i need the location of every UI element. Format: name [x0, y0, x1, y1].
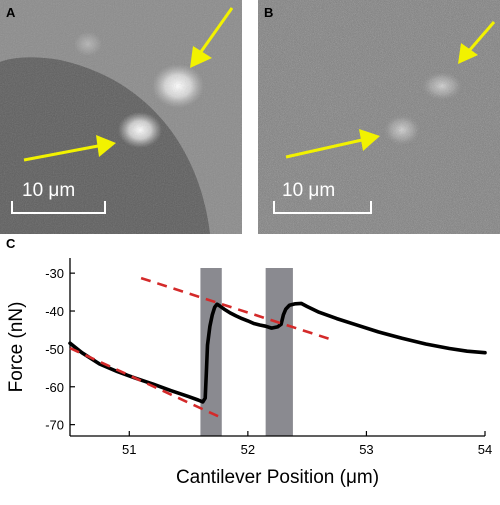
arrow-pointer-lower	[285, 129, 380, 159]
scale-bar	[273, 201, 372, 214]
micrograph-panel-b: B 10 μm	[258, 0, 500, 234]
y-tick-label: -60	[45, 380, 64, 395]
arrow-pointer-lower	[23, 135, 116, 162]
force-curve-chart: C 51 52 53 54 -30 -40 -50 -60 -70 Cantilever Posi…	[0, 236, 500, 500]
y-tick-label: -70	[45, 418, 64, 433]
x-tick-label: 54	[478, 442, 492, 457]
arrow-pointer-upper	[190, 7, 234, 68]
panel-label-a: A	[6, 5, 16, 20]
x-tick-label: 51	[122, 442, 136, 457]
y-tick-label: -30	[45, 266, 64, 281]
panel-label-b: B	[264, 5, 274, 20]
micrograph-panel-a: A 10 μm	[0, 0, 242, 234]
y-axis-label: Force (nN)	[6, 302, 27, 393]
scale-bar-label: 10 μm	[282, 180, 336, 201]
scale-bar-label: 10 μm	[22, 180, 76, 201]
shaded-region-2	[265, 268, 293, 436]
fit-line-2	[140, 276, 332, 341]
x-tick-label: 53	[359, 442, 373, 457]
arrow-pointer-upper	[458, 21, 496, 64]
y-tick-label: -40	[45, 304, 64, 319]
x-axis-label: Cantilever Position (μm)	[176, 467, 379, 488]
scale-bar	[11, 201, 106, 214]
panel-label-c: C	[6, 236, 16, 251]
fit-line-1	[69, 346, 225, 421]
x-tick-label: 52	[241, 442, 255, 457]
force-curve-line	[68, 301, 487, 404]
chart-canvas: 51 52 53 54 -30 -40 -50 -60 -70 Cantilever Positi…	[6, 258, 492, 488]
y-tick-label: -50	[45, 342, 64, 357]
shaded-region-1	[200, 268, 222, 436]
